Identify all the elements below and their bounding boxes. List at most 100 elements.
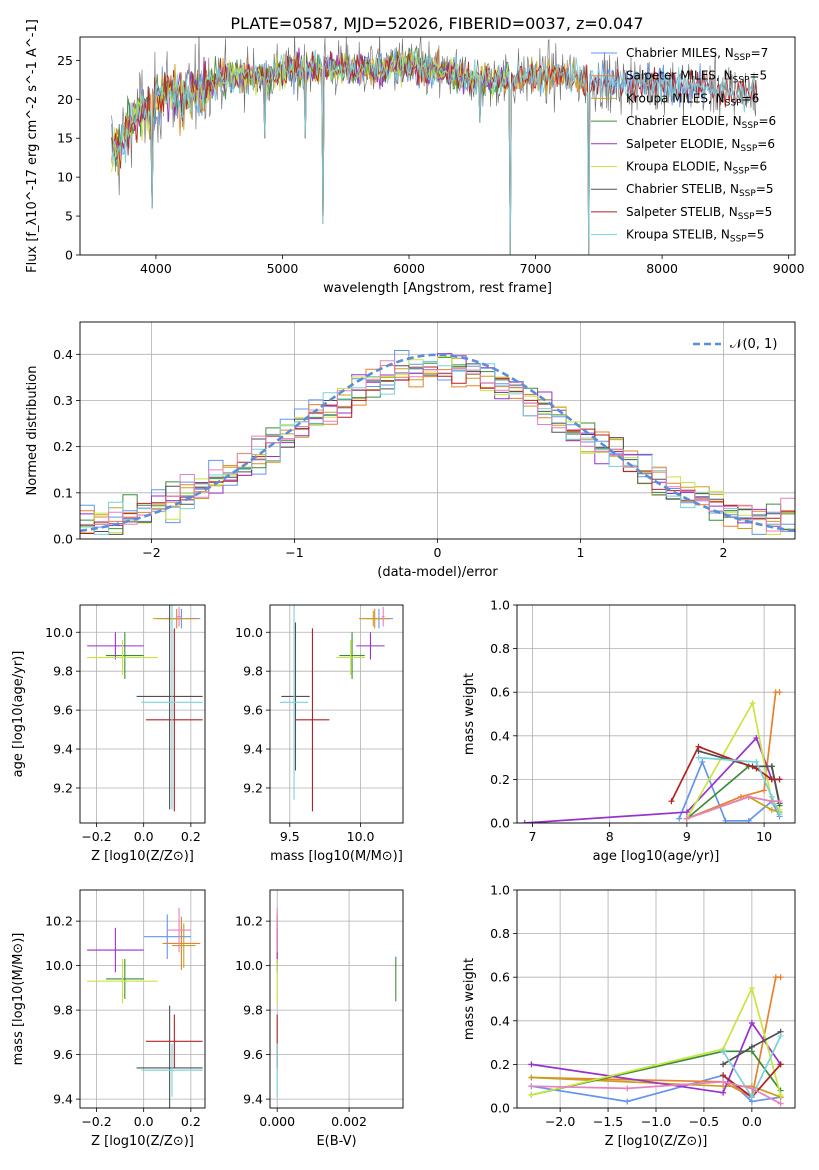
weight-marker <box>776 811 783 818</box>
legend-entry: Kroupa STELIB, NSSP=5 <box>626 228 764 245</box>
errorbar-point <box>105 632 144 679</box>
errorbar-point <box>339 632 365 679</box>
weight-marker <box>720 1072 727 1079</box>
weight-marker <box>720 1048 727 1055</box>
plot-area <box>528 974 784 1107</box>
y-tick-label: 9.6 <box>53 703 73 718</box>
weight-marker <box>528 1061 535 1068</box>
weight-marker <box>528 1083 535 1090</box>
errorbar-point <box>176 606 182 627</box>
x-tick-label: 0.0 <box>134 1114 154 1129</box>
errorbar-point <box>141 605 203 810</box>
x-axis-label: wavelength [Angstrom, rest frame] <box>323 281 552 296</box>
x-tick-label: 4000 <box>140 261 172 276</box>
axes-frame <box>79 889 206 1109</box>
axes-frame <box>269 889 404 1109</box>
y-tick-label: 9.8 <box>243 664 263 679</box>
y-tick-label: 0.6 <box>490 970 510 985</box>
weight-marker <box>768 763 775 770</box>
weight-marker <box>695 754 702 761</box>
x-tick-label: −0.2 <box>81 829 111 844</box>
panel-weight-vs-Z: −2.0 −1.5 −1.0 −0.5 0.0 0.0 0.2 0.4 0.6 0.8 1.0 Z [… <box>462 883 796 1149</box>
panel-spectrum: 4000 5000 6000 7000 8000 9000 0 5 10 15 20 25 wavele… <box>25 19 805 296</box>
x-tick-label: −0.5 <box>689 1114 719 1129</box>
legend-entry: Chabrier MILES, NSSP=7 <box>626 46 768 63</box>
weight-marker <box>777 1061 784 1068</box>
x-axis-label: age [log10(age/yr)] <box>593 849 720 864</box>
x-tick-label: 8 <box>606 829 614 844</box>
normal-curve <box>80 353 795 533</box>
y-tick-label: 9.2 <box>53 780 73 795</box>
spectrum-line <box>111 50 758 255</box>
axes-frame <box>516 889 796 1109</box>
y-tick-label: 0.6 <box>490 685 510 700</box>
y-tick-label: 9.2 <box>243 780 263 795</box>
plot-area <box>521 689 783 823</box>
x-axis-label: mass [log10(M/M⊙)] <box>270 849 403 864</box>
y-tick-label: 0.2 <box>53 439 73 454</box>
y-axis-label: Normed distribution <box>25 366 40 496</box>
y-tick-label: 9.4 <box>243 1092 263 1107</box>
axes-frame <box>79 604 206 824</box>
y-tick-label: 0.2 <box>490 772 510 787</box>
weight-line <box>524 736 780 823</box>
y-axis-label: Flux [f_λ10^-17 erg cm^-2 s^-1 A^-1] <box>25 19 40 273</box>
y-tick-label: 0.4 <box>490 728 510 743</box>
legend-entry: Chabrier STELIB, NSSP=5 <box>626 182 774 199</box>
x-tick-label: 10 <box>756 829 772 844</box>
y-tick-label: 0.0 <box>53 532 73 547</box>
weight-marker <box>695 743 702 750</box>
weight-marker <box>776 798 783 805</box>
y-tick-label: 10.0 <box>235 958 263 973</box>
errorbar-point <box>381 606 385 627</box>
legend-entry: Kroupa ELODIE, NSSP=6 <box>626 160 767 177</box>
plot-area <box>276 907 397 1097</box>
x-tick-label: 0 <box>434 545 442 560</box>
weight-marker <box>753 758 760 765</box>
y-tick-label: 10.0 <box>235 625 263 640</box>
weight-marker <box>748 1085 755 1092</box>
weight-marker <box>528 1074 535 1081</box>
plot-area <box>87 907 203 1108</box>
y-tick-label: 9.4 <box>243 742 263 757</box>
errorbar-point <box>105 958 144 999</box>
weight-marker <box>749 700 756 707</box>
y-tick-label: 0.8 <box>490 641 510 656</box>
errorbar-point <box>87 632 144 660</box>
errorbar-point <box>356 632 385 660</box>
x-axis-label: E(B-V) <box>316 1134 356 1149</box>
axes-frame <box>269 604 404 824</box>
y-tick-label: 0.2 <box>490 1057 510 1072</box>
errorbar-point <box>281 622 310 771</box>
y-tick-label: 9.8 <box>53 1003 73 1018</box>
weight-marker <box>528 1091 535 1098</box>
y-tick-label: 0.0 <box>490 1101 510 1116</box>
x-tick-label: 10.0 <box>347 829 375 844</box>
panel-age-vs-mass: 9.5 10.0 9.2 9.4 9.6 9.8 10.0 mass [log10(M/M⊙)… <box>235 604 404 864</box>
weight-marker <box>521 820 528 823</box>
errorbar-point <box>136 605 203 810</box>
errorbar-point <box>141 1043 203 1097</box>
y-tick-label: 0.3 <box>53 393 73 408</box>
figure-title: PLATE=0587, MJD=52026, FIBERID=0037, z=0… <box>230 14 643 33</box>
legend: Chabrier MILES, NSSP=7 Salpeter MILES, NS… <box>591 46 776 245</box>
y-tick-label: 10.0 <box>45 625 73 640</box>
panel-weight-vs-age: 7 8 9 10 0.0 0.2 0.4 0.6 0.8 1.0 age [log10(age/yr… <box>462 598 796 864</box>
weight-marker <box>699 758 706 765</box>
weight-marker <box>720 1061 727 1068</box>
errorbar-point <box>136 1005 203 1108</box>
x-tick-label: 8000 <box>646 261 678 276</box>
weight-marker <box>748 985 755 992</box>
x-tick-label: 9000 <box>773 261 805 276</box>
y-tick-label: 0.1 <box>53 485 73 500</box>
weight-marker <box>768 798 775 805</box>
y-tick-label: 10.2 <box>235 914 263 929</box>
y-tick-label: 9.8 <box>243 1003 263 1018</box>
x-tick-label: 6000 <box>393 261 425 276</box>
weight-marker <box>768 806 775 813</box>
y-tick-label: 15 <box>57 131 73 146</box>
spectrum-line <box>111 49 758 255</box>
y-tick-label: 0.0 <box>490 816 510 831</box>
x-tick-label: 0.0 <box>134 829 154 844</box>
errorbar-point <box>87 958 158 1004</box>
